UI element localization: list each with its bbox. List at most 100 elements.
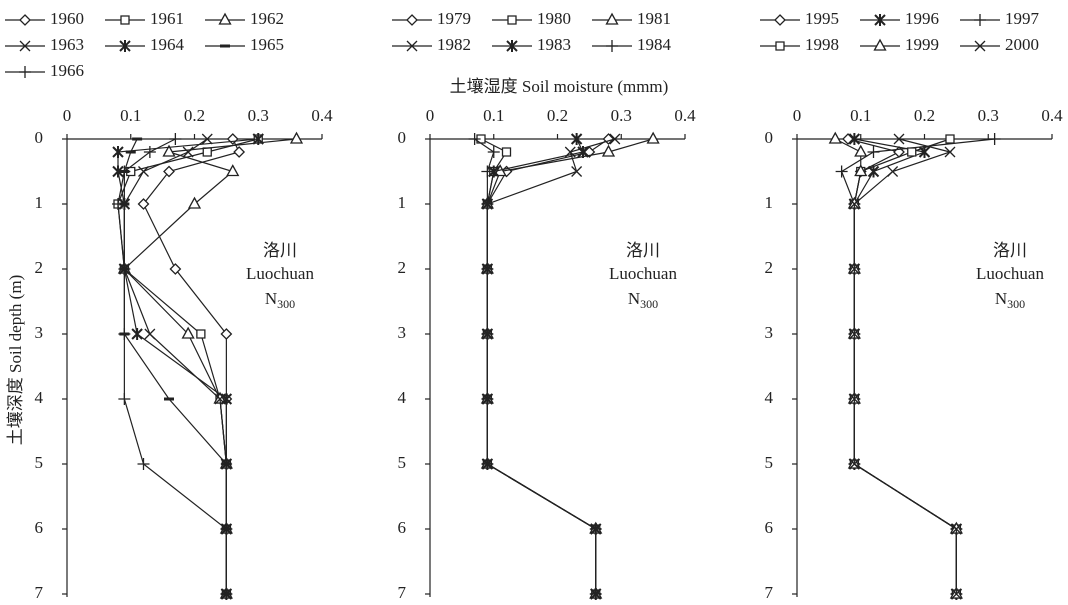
legend-marker <box>874 14 886 26</box>
data-point <box>233 146 246 158</box>
annotation-subscript: 300 <box>640 297 658 311</box>
data-point <box>577 146 589 158</box>
y-tick-label: 5 <box>35 453 44 472</box>
data-point <box>887 166 899 177</box>
series-line <box>853 138 957 594</box>
legend-label: 1983 <box>537 35 571 54</box>
legend-marker <box>606 40 618 52</box>
legend-label: 1963 <box>50 35 84 54</box>
data-point <box>112 146 124 158</box>
legend-label: 1984 <box>637 35 672 54</box>
data-point <box>589 523 602 535</box>
annotation: Luochuan <box>246 264 314 283</box>
data-point <box>220 328 233 340</box>
data-point <box>220 523 233 535</box>
data-point <box>848 263 860 275</box>
series-line <box>117 138 259 594</box>
legend-label: 1997 <box>1005 9 1040 28</box>
data-point <box>118 328 131 340</box>
y-tick-label: 5 <box>765 453 774 472</box>
data-point <box>944 146 956 158</box>
y-tick-label: 2 <box>398 258 407 277</box>
data-point <box>112 198 124 210</box>
y-tick-label: 4 <box>35 388 44 407</box>
y-tick-label: 7 <box>765 583 774 602</box>
y-tick-label: 1 <box>35 193 44 212</box>
y-axis-title: 土壤深度 Soil depth (m) <box>5 275 25 445</box>
data-point <box>950 523 962 535</box>
series-line <box>486 138 654 594</box>
x-tick-label: 0.2 <box>914 106 935 125</box>
legend-label: 1999 <box>905 35 939 54</box>
legend-marker <box>19 40 31 52</box>
data-point <box>988 133 1001 145</box>
data-point <box>201 133 213 145</box>
data-point <box>481 458 494 470</box>
legend-marker <box>406 14 418 26</box>
y-tick-label: 1 <box>398 193 407 212</box>
legend-label: 1979 <box>437 9 471 28</box>
data-point <box>138 166 149 177</box>
legend-label: 1965 <box>250 35 284 54</box>
legend-label: 1981 <box>637 9 671 28</box>
y-tick-label: 3 <box>35 323 44 342</box>
annotation-text: N <box>995 289 1007 308</box>
y-tick-label: 0 <box>398 128 407 147</box>
x-tick-label: 0.4 <box>674 106 696 125</box>
data-point <box>202 147 212 157</box>
data-point <box>118 263 131 275</box>
data-point <box>848 198 860 210</box>
x-tick-label: 0.1 <box>850 106 871 125</box>
data-point <box>481 198 494 210</box>
x-tick-label: 0.2 <box>184 106 205 125</box>
data-point <box>646 131 660 144</box>
y-tick-label: 7 <box>398 583 407 602</box>
data-point <box>137 458 150 470</box>
y-tick-label: 2 <box>35 258 44 277</box>
x-tick-label: 0.4 <box>311 106 333 125</box>
data-point <box>481 165 494 178</box>
data-point <box>220 393 233 405</box>
data-point <box>828 131 842 144</box>
data-point <box>220 588 233 600</box>
data-point <box>854 144 868 157</box>
annotation-subscript: 300 <box>277 297 295 311</box>
data-point <box>867 165 880 178</box>
data-point <box>589 588 602 600</box>
annotation: 洛川 <box>626 241 660 260</box>
y-tick-label: 3 <box>765 323 774 342</box>
legend-marker <box>218 12 232 25</box>
series-line <box>117 138 227 594</box>
data-point <box>570 133 583 145</box>
x-axis-title: 土壤湿度 Soil moisture (mmm) <box>450 76 669 96</box>
legend-label: 1964 <box>150 35 185 54</box>
annotation-text: N <box>265 289 277 308</box>
series-line <box>853 138 957 594</box>
data-point <box>252 133 264 145</box>
annotation: 洛川 <box>993 241 1027 260</box>
annotation: N300 <box>265 289 295 311</box>
data-point <box>226 164 240 177</box>
legend-label: 1982 <box>437 35 471 54</box>
data-point <box>848 328 860 340</box>
annotation: Luochuan <box>609 264 677 283</box>
y-tick-label: 4 <box>765 388 774 407</box>
data-point <box>950 588 962 600</box>
data-point <box>143 146 156 158</box>
legend-marker <box>406 40 418 52</box>
annotation: N300 <box>628 289 658 311</box>
y-tick-label: 1 <box>765 193 774 212</box>
y-tick-label: 0 <box>35 128 44 147</box>
y-tick-label: 2 <box>765 258 774 277</box>
x-tick-label: 0.4 <box>1041 106 1063 125</box>
legend-label: 1980 <box>537 9 571 28</box>
data-point <box>181 326 195 339</box>
legend-marker <box>507 15 517 25</box>
legend-marker <box>974 14 986 26</box>
series-line <box>486 138 597 594</box>
annotation-text: N <box>628 289 640 308</box>
series-line <box>117 138 259 594</box>
x-tick-label: 0.2 <box>547 106 568 125</box>
data-point <box>848 458 860 470</box>
